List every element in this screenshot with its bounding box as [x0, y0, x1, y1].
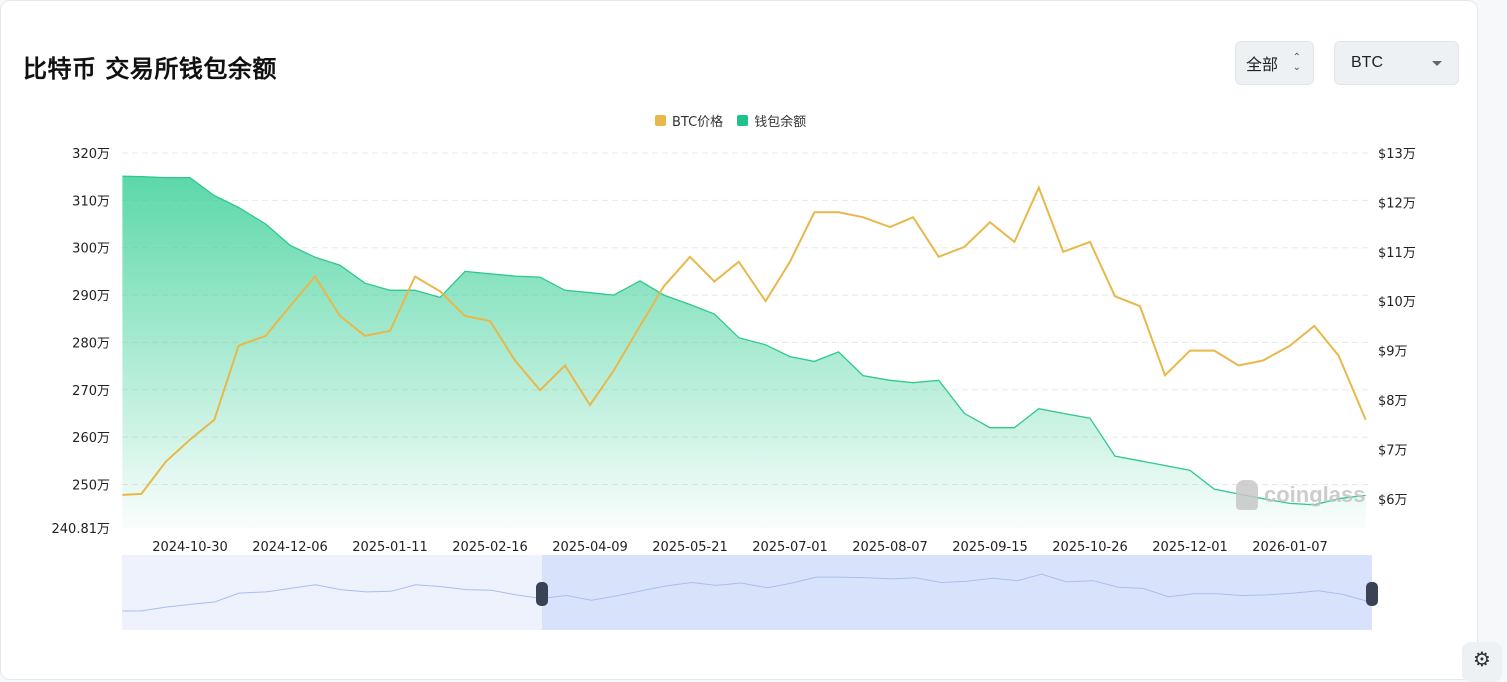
y-left-tick-label: 290万 — [72, 289, 110, 304]
x-tick-label: 2025-10-26 — [1052, 540, 1128, 555]
navigator-handle-left[interactable] — [536, 582, 548, 606]
y-right-tick-label: $10万 — [1378, 295, 1416, 310]
coinglass-logo-icon — [1236, 480, 1258, 510]
page-title: 比特币 交易所钱包余额 — [23, 55, 277, 83]
y-left-tick-label: 240.81万 — [52, 522, 111, 537]
x-tick-label: 2025-12-01 — [1152, 540, 1228, 555]
chevron-down-icon — [1432, 61, 1442, 66]
x-tick-label: 2025-02-16 — [452, 540, 528, 555]
y-left-tick-label: 260万 — [72, 431, 110, 446]
y-right-tick-label: $8万 — [1378, 394, 1408, 409]
x-tick-label: 2025-07-01 — [752, 540, 828, 555]
range-select[interactable]: 全部 ⌃ ⌄ — [1235, 41, 1314, 85]
range-select-value: 全部 — [1246, 55, 1279, 74]
y-right-tick-label: $6万 — [1378, 493, 1408, 508]
balance-area — [122, 176, 1366, 528]
y-left-tick-label: 250万 — [72, 478, 110, 493]
y-right-tick-label: $7万 — [1378, 443, 1408, 458]
legend-item-balance[interactable]: 钱包余额 — [737, 111, 806, 130]
settings-gear-icon[interactable]: ⚙ — [1462, 642, 1502, 682]
y-left-tick-label: 320万 — [72, 147, 110, 162]
chart-svg: 320万 310万 300万 290万 280万 270万 260万 250万 240.81万 $… — [52, 147, 1416, 630]
legend-label-balance: 钱包余额 — [754, 115, 807, 130]
coin-select[interactable]: BTC — [1334, 41, 1459, 85]
y-right-tick-label: $11万 — [1378, 246, 1416, 261]
balance-line — [122, 175, 1366, 506]
y-right-tick-label: $13万 — [1378, 147, 1416, 162]
watermark-text: coinglass — [1264, 482, 1366, 507]
x-tick-label: 2025-01-11 — [352, 540, 428, 555]
x-tick-label: 2025-08-07 — [852, 540, 928, 555]
x-tick-label: 2026-01-07 — [1252, 540, 1328, 555]
navigator-line — [122, 573, 1370, 612]
chart-legend: BTC价格 钱包余额 — [655, 111, 806, 130]
navigator-selection — [542, 555, 1372, 630]
navigator-handle-right[interactable] — [1366, 582, 1378, 606]
legend-label-price: BTC价格 — [672, 115, 724, 130]
y-left-tick-label: 310万 — [72, 194, 110, 209]
y-right-tick-label: $12万 — [1378, 196, 1416, 211]
x-tick-label: 2025-09-15 — [952, 540, 1028, 555]
sort-updown-icon: ⌃ ⌄ — [1292, 52, 1301, 73]
x-tick-label: 2025-04-09 — [552, 540, 628, 555]
x-tick-label: 2024-10-30 — [152, 540, 228, 555]
coinglass-watermark: coinglass — [1236, 480, 1365, 510]
y-left-tick-label: 270万 — [72, 384, 110, 399]
x-tick-label: 2024-12-06 — [252, 540, 328, 555]
coin-select-value: BTC — [1351, 54, 1383, 71]
price-line — [122, 184, 1367, 496]
y-left-tick-label: 300万 — [72, 242, 110, 257]
legend-swatch-balance — [737, 115, 749, 126]
legend-swatch-price — [655, 115, 666, 126]
x-tick-label: 2025-05-21 — [652, 540, 728, 555]
legend-item-price[interactable]: BTC价格 — [655, 111, 723, 130]
y-right-tick-label: $9万 — [1378, 345, 1408, 360]
y-left-tick-label: 280万 — [72, 336, 110, 351]
